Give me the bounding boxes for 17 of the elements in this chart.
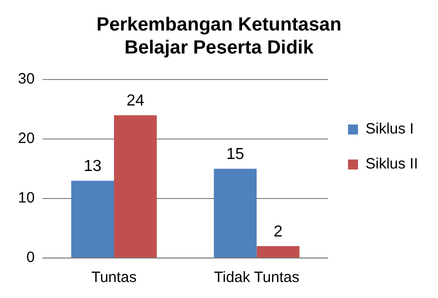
data-label: 24 — [126, 92, 144, 110]
x-tick-label: Tidak Tuntas — [214, 269, 300, 286]
legend-label: Siklus II — [365, 156, 418, 173]
y-tick-label: 0 — [26, 249, 35, 266]
chart-title: Perkembangan Ketuntasan Belajar Peserta Didik — [96, 14, 342, 58]
bar — [214, 168, 257, 258]
bar — [114, 115, 157, 258]
bar — [256, 246, 300, 258]
y-tick-label: 20 — [18, 130, 35, 148]
data-label: 2 — [274, 224, 283, 241]
y-tick-label: 10 — [18, 190, 35, 207]
legend-label: Siklus I — [365, 120, 414, 138]
data-label: 13 — [84, 158, 102, 176]
bar — [71, 180, 114, 258]
y-tick-label: 30 — [18, 70, 35, 88]
data-label: 15 — [226, 146, 244, 164]
x-tick-label: Tuntas — [91, 269, 137, 286]
